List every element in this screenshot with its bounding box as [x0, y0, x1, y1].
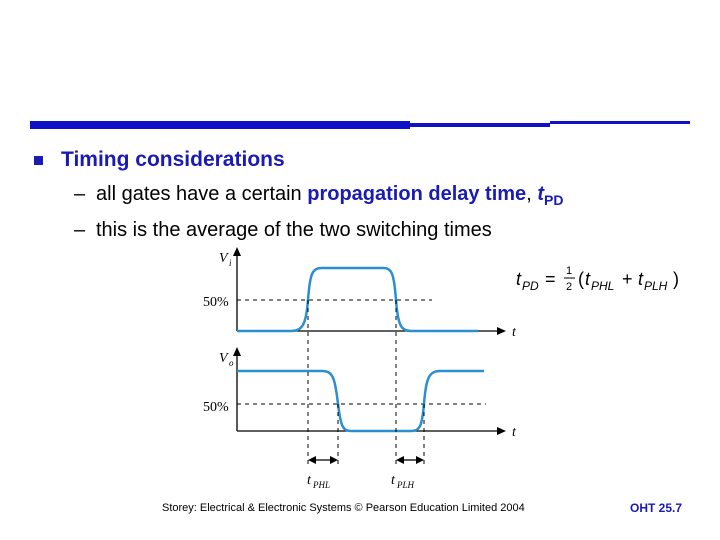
- propagation-delay-term: propagation delay time: [307, 183, 527, 205]
- tpd-subscript: PD: [543, 192, 564, 208]
- input-v-sub: i: [229, 258, 232, 268]
- bullet-heading: Timing considerations: [61, 148, 285, 171]
- subpoint-1-text: all gates have a certain: [96, 183, 308, 205]
- input-x-arrow-icon: [497, 327, 506, 335]
- formula-plus: +: [622, 269, 633, 289]
- input-y-arrow-icon: [233, 247, 241, 256]
- tplh-arrow-right-icon: [416, 456, 424, 464]
- output-v-label: V: [219, 351, 229, 366]
- formula-t1: t: [585, 269, 591, 289]
- tplh-sub: PLH: [396, 480, 415, 490]
- formula-eq: =: [545, 269, 556, 289]
- square-bullet-icon: [34, 155, 43, 165]
- input-v-label: V: [219, 251, 229, 266]
- formula-lhs-sub: PD: [522, 279, 539, 293]
- dash-1: –: [74, 183, 86, 205]
- tphl-arrow-right-icon: [330, 456, 338, 464]
- output-x-arrow-icon: [497, 427, 506, 435]
- formula-den: 2: [566, 281, 572, 293]
- tphl-label: t: [307, 473, 312, 488]
- tplh-arrow: [396, 456, 424, 464]
- output-50-label: 50%: [203, 400, 229, 415]
- title-rule-mid: [410, 123, 550, 127]
- tplh-arrow-left-icon: [396, 456, 404, 464]
- footer-slide-number: OHT 25.7: [630, 501, 683, 515]
- subpoint-1: – all gates have a certain propagation de…: [74, 183, 563, 208]
- tphl-arrow-left-icon: [308, 456, 316, 464]
- tphl-sub: PHL: [312, 480, 330, 490]
- subpoint-1-comma: ,: [526, 183, 538, 205]
- input-50-label: 50%: [203, 295, 229, 310]
- formula-lparen: (: [578, 269, 584, 289]
- tphl-arrow: [308, 456, 338, 464]
- dash-2: –: [74, 219, 86, 241]
- input-axes: V i 50% t: [203, 247, 517, 340]
- title-rule-thin: [550, 121, 690, 124]
- subpoint-2: – this is the average of the two switchin…: [74, 219, 492, 242]
- subpoint-2-text: this is the average of the two switching…: [96, 219, 492, 241]
- footer-copyright: Storey: Electrical & Electronic Systems …: [162, 502, 525, 514]
- formula-num: 1: [566, 265, 572, 277]
- formula-t1-sub: PHL: [591, 279, 614, 293]
- main-bullet: Timing considerations: [34, 148, 285, 172]
- output-y-arrow-icon: [233, 347, 241, 356]
- formula-lhs: t: [516, 269, 522, 289]
- input-t-label: t: [512, 325, 517, 340]
- formula-rparen: ): [673, 269, 679, 289]
- tplh-label: t: [391, 473, 396, 488]
- formula-t2: t: [638, 269, 644, 289]
- output-t-label: t: [512, 425, 517, 440]
- formula-t2-sub: PLH: [644, 279, 668, 293]
- tpd-formula: t PD = 1 2 ( t PHL + t PLH ): [516, 265, 679, 293]
- output-v-sub: o: [229, 358, 234, 368]
- input-waveform: [237, 266, 478, 333]
- tpd-symbol: t: [537, 183, 544, 205]
- title-rule-thick: [30, 121, 410, 129]
- output-axes: V o 50% t: [203, 347, 517, 440]
- output-waveform: [237, 369, 484, 433]
